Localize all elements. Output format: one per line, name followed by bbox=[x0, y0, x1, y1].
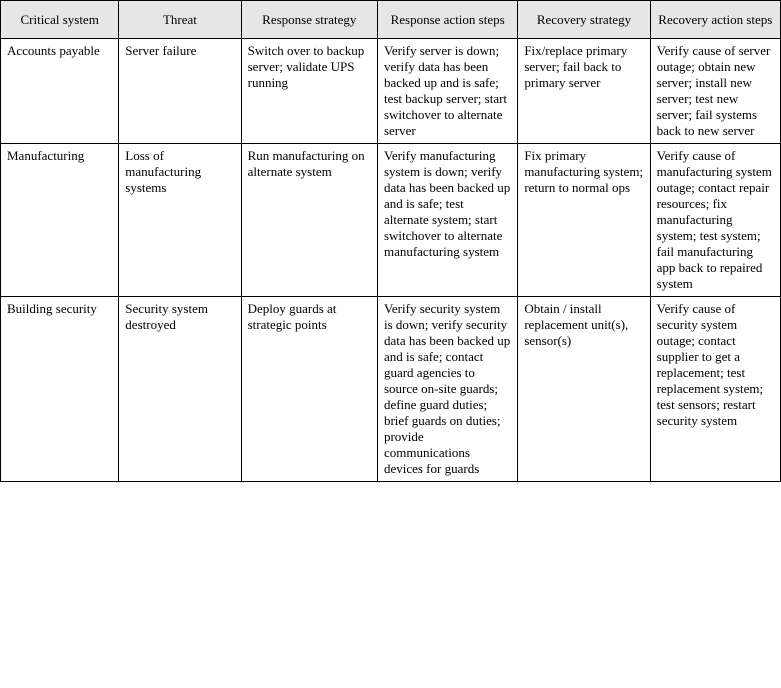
dr-plan-table: Critical system Threat Response strategy… bbox=[0, 0, 781, 482]
cell-response-action-steps: Verify manufacturing system is down; ver… bbox=[377, 144, 517, 297]
cell-threat: Security system destroyed bbox=[119, 297, 241, 482]
table-header-row: Critical system Threat Response strategy… bbox=[1, 1, 781, 39]
col-recovery-action-steps: Recovery action steps bbox=[650, 1, 780, 39]
table-row: Manufacturing Loss of manufacturing syst… bbox=[1, 144, 781, 297]
cell-response-action-steps: Verify server is down; verify data has b… bbox=[377, 39, 517, 144]
col-critical-system: Critical system bbox=[1, 1, 119, 39]
col-response-strategy: Response strategy bbox=[241, 1, 377, 39]
cell-critical-system: Accounts payable bbox=[1, 39, 119, 144]
col-recovery-strategy: Recovery strategy bbox=[518, 1, 650, 39]
cell-response-strategy: Switch over to backup server; validate U… bbox=[241, 39, 377, 144]
cell-response-strategy: Run manufacturing on alternate system bbox=[241, 144, 377, 297]
table-row: Building security Security system destro… bbox=[1, 297, 781, 482]
cell-critical-system: Building security bbox=[1, 297, 119, 482]
cell-threat: Server failure bbox=[119, 39, 241, 144]
cell-recovery-strategy: Fix primary manufacturing system; return… bbox=[518, 144, 650, 297]
table-row: Accounts payable Server failure Switch o… bbox=[1, 39, 781, 144]
cell-recovery-strategy: Obtain / install replacement unit(s), se… bbox=[518, 297, 650, 482]
cell-response-strategy: Deploy guards at strategic points bbox=[241, 297, 377, 482]
cell-recovery-strategy: Fix/replace primary server; fail back to… bbox=[518, 39, 650, 144]
cell-critical-system: Manufacturing bbox=[1, 144, 119, 297]
cell-recovery-action-steps: Verify cause of manufacturing system out… bbox=[650, 144, 780, 297]
cell-response-action-steps: Verify security system is down; verify s… bbox=[377, 297, 517, 482]
col-response-action-steps: Response action steps bbox=[377, 1, 517, 39]
cell-recovery-action-steps: Verify cause of server outage; obtain ne… bbox=[650, 39, 780, 144]
cell-recovery-action-steps: Verify cause of security system outage; … bbox=[650, 297, 780, 482]
col-threat: Threat bbox=[119, 1, 241, 39]
cell-threat: Loss of manufacturing systems bbox=[119, 144, 241, 297]
